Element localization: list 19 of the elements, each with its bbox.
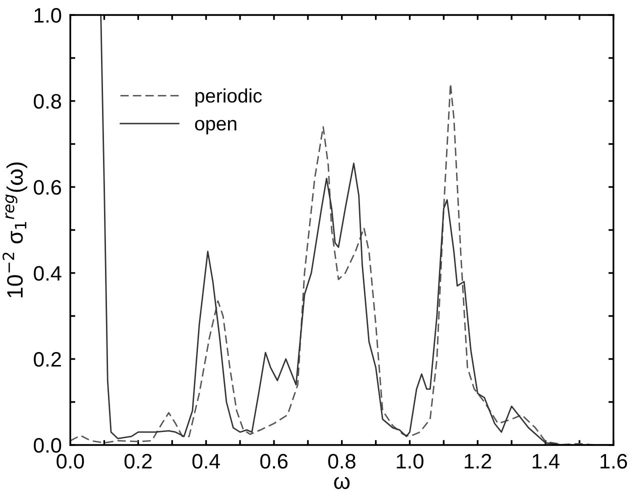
x-tick-label: 0.8 <box>328 454 356 469</box>
y-tick-label: 0.8 <box>34 94 62 109</box>
x-axis-title: ω <box>334 476 350 490</box>
legend-label: open <box>195 120 236 134</box>
y-tick-label: 0.6 <box>34 180 62 195</box>
y-tick-label: 0.2 <box>34 352 61 367</box>
y-tick-label: 1.0 <box>34 8 62 23</box>
x-tick-label: 1.2 <box>464 454 492 468</box>
x-tick-label: 0.2 <box>124 454 152 469</box>
x-tick-label: 0.6 <box>260 454 288 469</box>
legend-label: periodic <box>196 88 262 107</box>
y-tick-label: 0.0 <box>34 438 62 453</box>
x-tick-label: 0.4 <box>192 454 220 469</box>
x-tick-label: 1.6 <box>600 454 628 469</box>
x-tick-label: 1.4 <box>532 454 560 468</box>
x-tick-label: 0.0 <box>56 454 84 469</box>
y-tick-label: 0.4 <box>34 266 62 281</box>
y-axis-title: 10$^{−2}$ σ$_{1}$$^{reg}$(ω) <box>2 162 28 298</box>
x-tick-label: 1.0 <box>396 454 424 469</box>
